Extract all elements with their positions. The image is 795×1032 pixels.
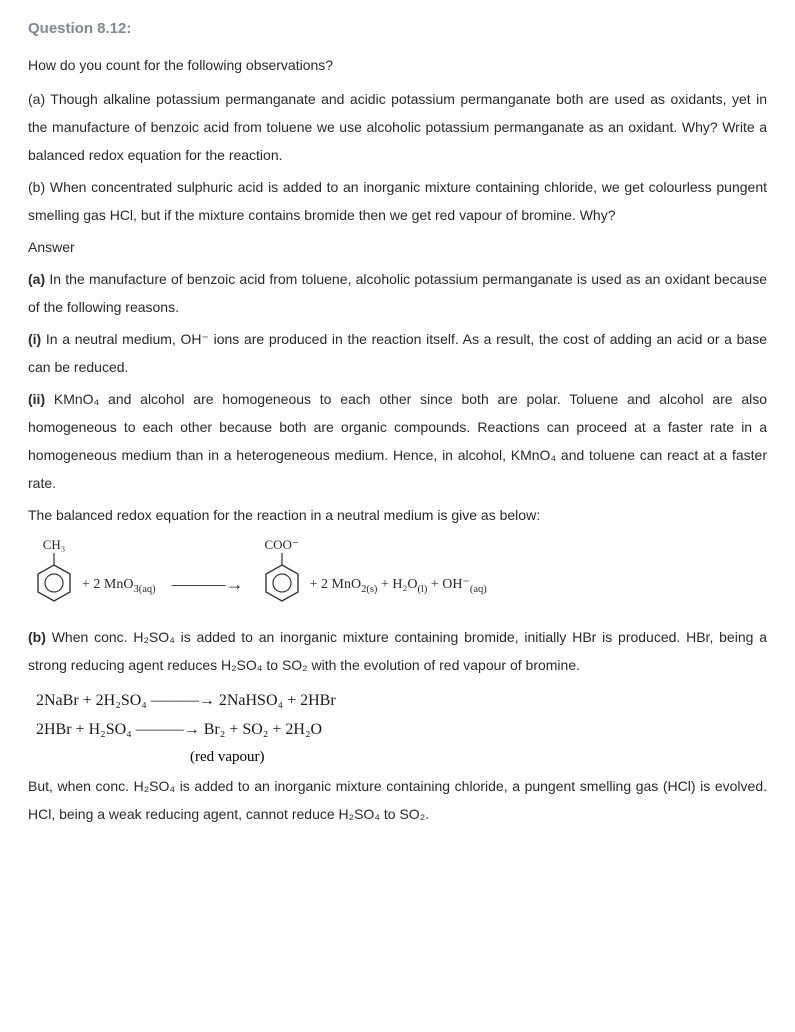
answer-a-text: In the manufacture of benzoic acid from …: [28, 271, 767, 315]
answer-b-text: When conc. H₂SO₄ is added to an inorgani…: [28, 629, 767, 673]
benzene-ring-icon: [32, 553, 76, 609]
answer-b-label: (b): [28, 629, 46, 645]
products-right: + 2 MnO2(s) + H₂O(l) + OH⁻(aq): [310, 576, 487, 609]
answer-label: Answer: [28, 233, 767, 261]
ch3-label: CH₃: [43, 537, 66, 553]
answer-a-label: (a): [28, 271, 45, 287]
answer-ii-label: (ii): [28, 391, 45, 407]
red-vapour-label: (red vapour): [190, 749, 767, 766]
part-a-question: (a) Though alkaline potassium permangana…: [28, 85, 767, 169]
answer-i: (i) In a neutral medium, OH⁻ ions are pr…: [28, 325, 767, 381]
toluene-molecule: CH₃: [32, 537, 76, 609]
question-intro: How do you count for the following obser…: [28, 51, 767, 79]
part-b-question: (b) When concentrated sulphuric acid is …: [28, 173, 767, 229]
benzoate-molecule: COO⁻: [260, 537, 304, 609]
question-title: Question 8.12:: [28, 20, 767, 37]
reagent-left: + 2 MnO3(aq): [82, 577, 156, 609]
answer-i-text: In a neutral medium, OH⁻ ions are produc…: [28, 331, 767, 375]
reaction-diagram: CH₃ + 2 MnO3(aq) ———→ COO⁻ + 2 MnO2(s) +…: [32, 537, 767, 609]
final-paragraph: But, when conc. H₂SO₄ is added to an ino…: [28, 772, 767, 828]
chemical-equations: 2NaBr + 2H₂SO₄ ———→ 2NaHSO₄ + 2HBr 2HBr …: [36, 687, 767, 745]
answer-b: (b) When conc. H₂SO₄ is added to an inor…: [28, 623, 767, 679]
arrow-icon: ———→: [172, 574, 244, 609]
equation-1: 2NaBr + 2H₂SO₄ ———→ 2NaHSO₄ + 2HBr: [36, 687, 767, 716]
balanced-intro: The balanced redox equation for the reac…: [28, 501, 767, 529]
answer-ii-text: KMnO₄ and alcohol are homogeneous to eac…: [28, 391, 767, 491]
coo-label: COO⁻: [264, 537, 298, 553]
answer-a: (a) In the manufacture of benzoic acid f…: [28, 265, 767, 321]
answer-ii: (ii) KMnO₄ and alcohol are homogeneous t…: [28, 385, 767, 497]
equation-2: 2HBr + H₂SO₄ ———→ Br₂ + SO₂ + 2H₂O: [36, 716, 767, 745]
answer-i-label: (i): [28, 331, 41, 347]
benzene-ring-icon: [260, 553, 304, 609]
